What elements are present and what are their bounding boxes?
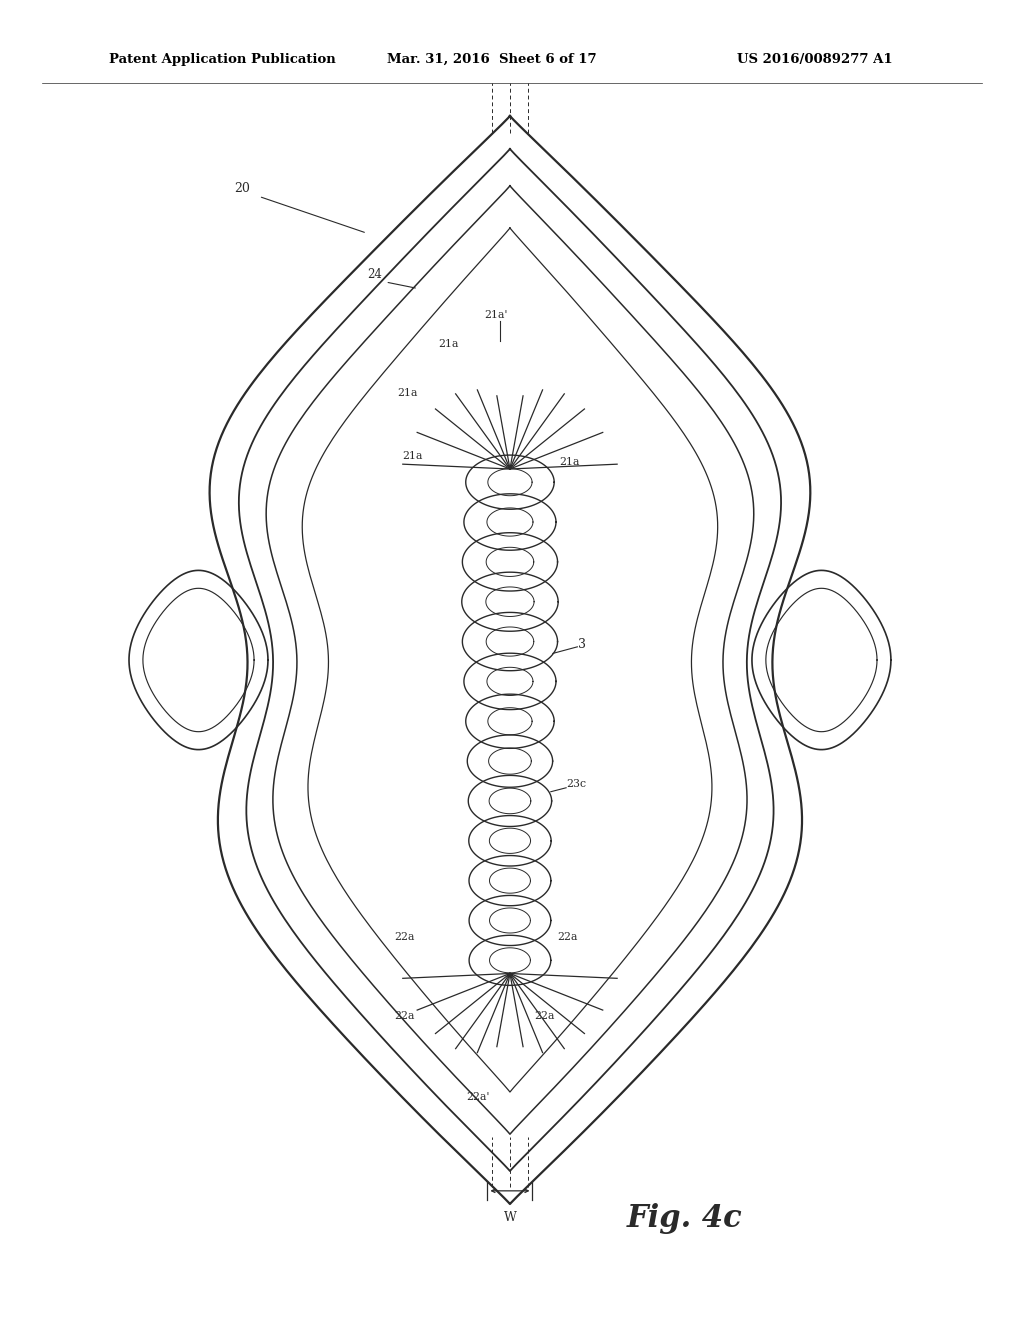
Text: 3: 3 — [579, 638, 587, 651]
Text: 22a: 22a — [394, 1011, 415, 1020]
Text: 21a: 21a — [438, 339, 459, 348]
Text: 22a: 22a — [535, 1011, 555, 1020]
Text: 21a: 21a — [559, 458, 580, 467]
Text: 22a: 22a — [394, 932, 415, 941]
Text: 21a': 21a' — [484, 310, 508, 319]
Text: 22a': 22a' — [466, 1093, 489, 1102]
Text: W: W — [504, 1210, 516, 1224]
Text: 21a: 21a — [402, 451, 423, 461]
Text: 22a: 22a — [557, 932, 578, 941]
Text: 24: 24 — [367, 268, 382, 281]
Text: 21a: 21a — [397, 388, 418, 397]
Text: 20: 20 — [234, 182, 250, 195]
Text: US 2016/0089277 A1: US 2016/0089277 A1 — [736, 53, 892, 66]
Text: Fig. 4c: Fig. 4c — [627, 1203, 742, 1234]
Text: Patent Application Publication: Patent Application Publication — [109, 53, 336, 66]
Text: Mar. 31, 2016  Sheet 6 of 17: Mar. 31, 2016 Sheet 6 of 17 — [387, 53, 597, 66]
Text: 23c: 23c — [566, 779, 586, 789]
